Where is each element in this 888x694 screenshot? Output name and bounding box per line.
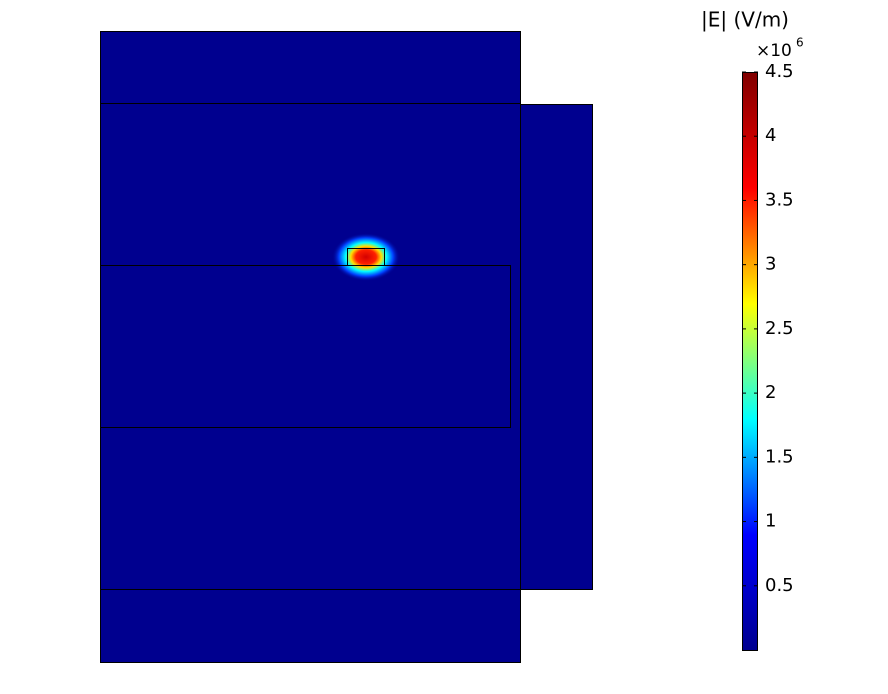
field-hotspot bbox=[332, 233, 400, 281]
domain bbox=[100, 31, 521, 663]
colorbar bbox=[742, 72, 758, 651]
colorbar-tick-label: 3.5 bbox=[765, 189, 794, 210]
colorbar-title: |E| (V/m) bbox=[701, 8, 789, 32]
colorbar-tick-label: 4.5 bbox=[765, 61, 794, 82]
domain bbox=[520, 104, 593, 590]
multiplier-base: ×10 bbox=[756, 41, 792, 61]
colorbar-tick-label: 1.5 bbox=[765, 446, 794, 467]
colorbar-tick-label: 2 bbox=[765, 382, 776, 403]
colorbar-tick-label: 4 bbox=[765, 125, 776, 146]
colorbar-tick-label: 2.5 bbox=[765, 318, 794, 339]
boundary bbox=[100, 265, 511, 428]
multiplier-exponent: 6 bbox=[796, 36, 804, 50]
colorbar-tick-label: 0.5 bbox=[765, 575, 794, 596]
colorbar-tick-label: 1 bbox=[765, 511, 776, 532]
colorbar-tick-label: 3 bbox=[765, 254, 776, 275]
boundary bbox=[347, 248, 385, 266]
geometry bbox=[100, 31, 593, 663]
